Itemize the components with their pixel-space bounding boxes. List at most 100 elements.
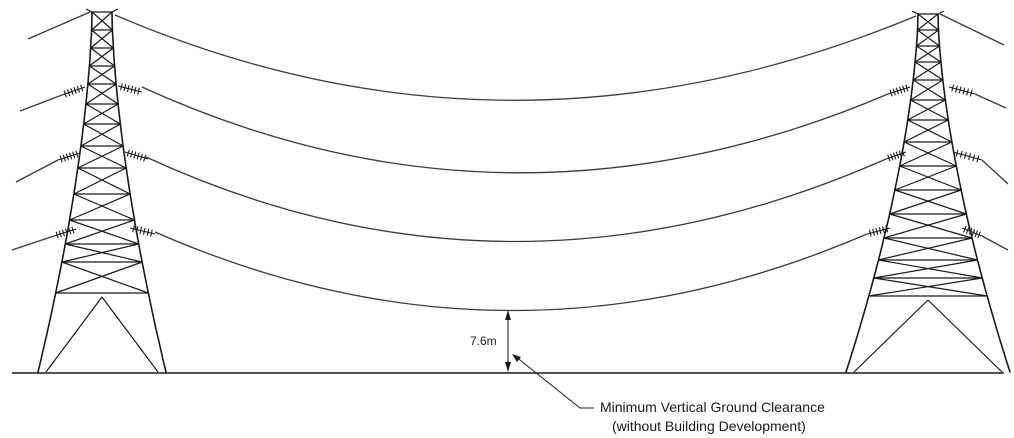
- insulator-disc: [885, 225, 889, 233]
- tower-brace: [899, 141, 953, 167]
- tower-brace: [65, 219, 135, 245]
- insulator-body: [866, 227, 891, 235]
- tower-brace: [69, 219, 139, 245]
- insulator-disc: [68, 152, 73, 160]
- outer-wire-stubs: [11, 11, 1009, 251]
- tower-brace: [91, 11, 113, 31]
- tower-brace: [910, 99, 949, 121]
- insulator-disc: [136, 152, 140, 160]
- tower-brace: [878, 259, 983, 279]
- insulator-disc: [892, 88, 896, 96]
- tower-brace: [85, 103, 121, 125]
- insulator-disc: [123, 84, 127, 92]
- insulator-disc: [966, 88, 970, 96]
- insulator-disc: [59, 155, 63, 163]
- tower-brace: [899, 165, 962, 191]
- insulator-disc: [868, 229, 872, 237]
- insulator-disc: [139, 153, 143, 161]
- tower-brace: [61, 243, 139, 263]
- tower-brace: [883, 213, 967, 239]
- tower-brace: [89, 47, 114, 67]
- tower-brace: [907, 99, 946, 121]
- insulator-disc: [126, 85, 130, 93]
- insulator-disc: [135, 226, 139, 234]
- insulator-disc: [75, 150, 79, 158]
- tower-peak: [111, 8, 119, 13]
- insulator-icon: [124, 149, 149, 162]
- insulator-disc: [959, 150, 963, 158]
- insulator-disc: [62, 154, 66, 162]
- insulator-disc: [951, 84, 955, 92]
- insulator-disc: [977, 231, 981, 239]
- tower-brace: [889, 213, 973, 239]
- tower-leg-left: [845, 13, 919, 373]
- insulator-body: [948, 86, 976, 95]
- insulator-disc: [130, 85, 134, 93]
- insulator-disc: [71, 226, 75, 234]
- insulator-disc: [963, 225, 967, 233]
- insulator-icon: [53, 226, 77, 239]
- tower-brace: [914, 61, 944, 81]
- tower-brace: [894, 165, 957, 191]
- tower-brace: [80, 123, 121, 147]
- insulator-disc: [962, 87, 966, 95]
- insulator-disc: [66, 89, 71, 97]
- insulator-disc: [872, 228, 875, 236]
- tower-brace: [101, 296, 159, 373]
- callout-subtitle: (without Building Development): [612, 418, 806, 434]
- insulator-disc: [905, 84, 909, 92]
- tower-brace: [868, 277, 983, 297]
- tower-peak: [911, 10, 919, 15]
- insulator-disc: [965, 226, 970, 234]
- tower-brace: [87, 83, 119, 105]
- insulator-disc: [954, 85, 958, 93]
- insulator-disc: [68, 227, 72, 235]
- insulator-disc: [976, 155, 980, 163]
- arrow-up-icon: [505, 310, 511, 320]
- tower-brace: [873, 259, 978, 279]
- tower-brace: [916, 29, 939, 47]
- tower-brace: [89, 65, 117, 85]
- insulator-disc: [974, 230, 979, 238]
- tower-brace: [80, 145, 127, 169]
- tower-brace: [85, 83, 117, 105]
- insulator-disc: [882, 226, 885, 234]
- wire-bottom: [154, 231, 868, 312]
- insulator-disc: [130, 150, 134, 158]
- insulator-body: [117, 85, 143, 93]
- insulator-disc: [70, 88, 74, 96]
- insulator-disc: [963, 151, 967, 159]
- insulator-disc: [65, 153, 70, 161]
- insulator-disc: [76, 85, 81, 93]
- insulator-disc: [971, 229, 976, 237]
- tower-brace: [912, 79, 946, 101]
- arrow-icon: [512, 354, 521, 362]
- insulator-disc: [80, 84, 84, 92]
- insulator-disc: [958, 86, 962, 94]
- insulator-body: [952, 151, 983, 161]
- tower-leg-left: [37, 11, 93, 373]
- insulator-disc: [72, 151, 76, 159]
- insulator-disc: [58, 230, 62, 238]
- insulator-icon: [866, 225, 891, 237]
- tower-brace: [903, 119, 949, 143]
- tower-brace: [853, 299, 929, 373]
- insulator-body: [124, 151, 149, 160]
- insulator-disc: [63, 90, 67, 98]
- tower-leg-right: [937, 13, 1011, 373]
- insulator-disc: [890, 153, 894, 161]
- insulator-disc: [887, 154, 891, 162]
- tower-brace: [889, 189, 962, 215]
- insulator-disc: [133, 86, 137, 94]
- insulator-disc: [955, 149, 959, 157]
- callout-leader: [512, 354, 594, 409]
- insulator-icon: [885, 149, 907, 162]
- tower-brace: [894, 189, 967, 215]
- tower-brace: [73, 193, 135, 221]
- tower-brace: [90, 47, 115, 67]
- tower-brace: [83, 123, 124, 147]
- insulator-disc: [55, 231, 59, 239]
- tower-brace: [61, 261, 149, 294]
- insulator-disc: [972, 154, 976, 162]
